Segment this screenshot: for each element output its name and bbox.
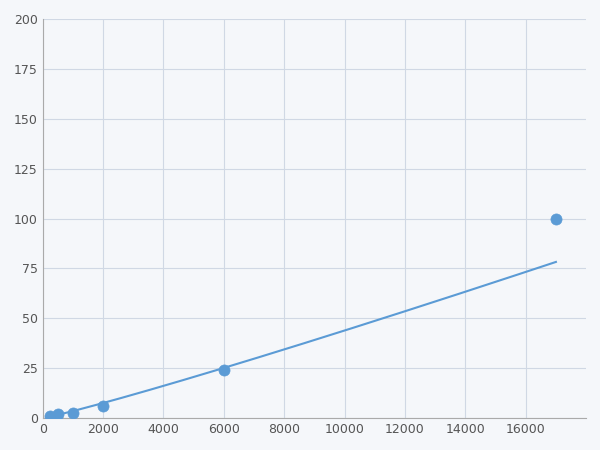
Point [551, 215, 561, 222]
Point [219, 367, 229, 374]
Point [68, 410, 77, 417]
Point [46, 413, 55, 420]
Point [53, 411, 62, 418]
Point [98, 403, 108, 410]
